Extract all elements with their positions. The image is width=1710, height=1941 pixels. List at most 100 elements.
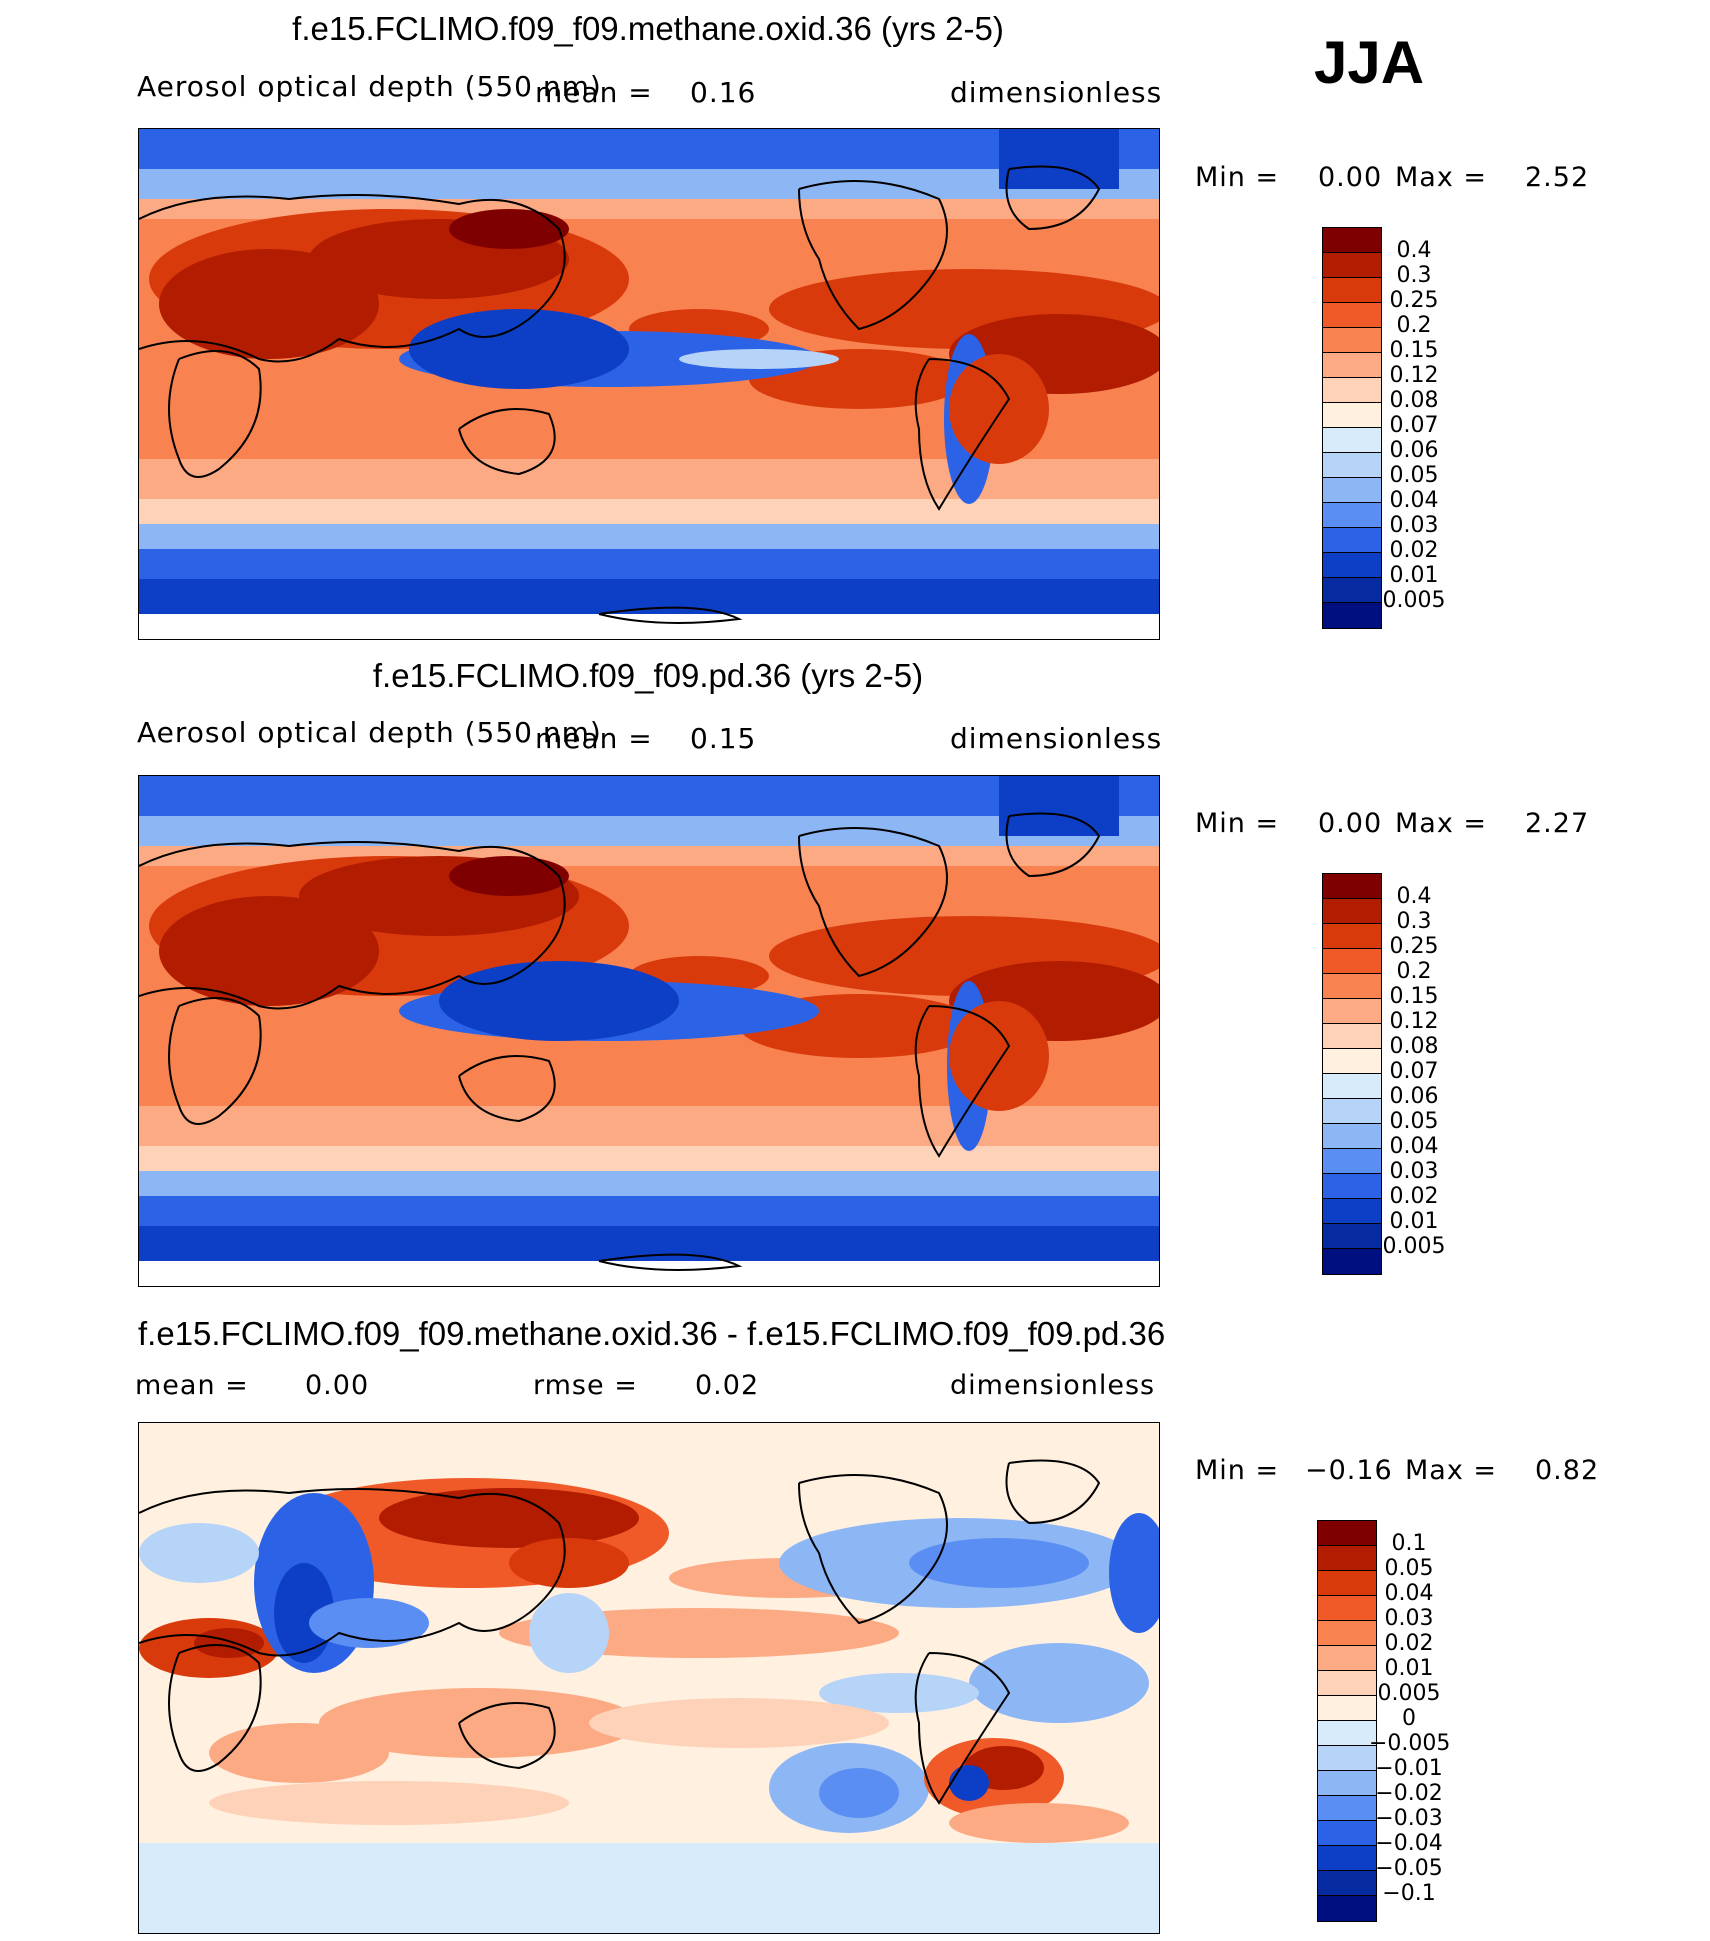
panel1-max-value: 2.52 [1525,162,1590,193]
colorbar-level-label: 0.01 [1389,1209,1439,1234]
panel3-mean-value: 0.00 [305,1370,370,1401]
colorbar-swatch [1323,974,1381,999]
colorbar-level-label: 0.02 [1384,1631,1434,1656]
colorbar-level-label: 0.01 [1384,1656,1434,1681]
panel1-min-value: 0.00 [1318,162,1383,193]
colorbar-swatch [1323,528,1381,553]
colorbar-level-label: 0.15 [1389,984,1439,1009]
colorbar-level-label: 0.12 [1389,1009,1439,1034]
panel2-min-label: Min = [1195,808,1280,839]
panel1-map [138,128,1160,640]
panel2-min-value: 0.00 [1318,808,1383,839]
colorbar-swatch [1323,899,1381,924]
colorbar-level-label: 0.04 [1389,1134,1439,1159]
panel2-units: dimensionless [950,722,1163,755]
colorbar-swatch [1323,1099,1381,1124]
colorbar-level-label: −0.04 [1375,1831,1443,1856]
colorbar-level-label: 0.12 [1389,363,1439,388]
colorbar-level-label: 0.02 [1389,1184,1439,1209]
colorbar-swatch [1318,1596,1376,1621]
colorbar-swatch [1318,1896,1376,1921]
panel3-max-value: 0.82 [1535,1455,1600,1486]
panel1-mean-value: 0.16 [690,76,757,109]
colorbar-swatch [1323,553,1381,578]
colorbar-level-label: 0.2 [1396,959,1432,984]
colorbar-swatch [1323,1249,1381,1274]
panel3-units: dimensionless [950,1370,1156,1401]
colorbar-level-label: 0.1 [1391,1531,1427,1556]
colorbar-swatch [1318,1796,1376,1821]
colorbar-level-label: 0 [1402,1706,1416,1731]
panel3-colorbar [1317,1520,1377,1922]
panel2-mean-value: 0.15 [690,722,757,755]
colorbar-swatch [1323,328,1381,353]
colorbar-level-label: −0.01 [1375,1756,1443,1781]
colorbar-swatch [1323,924,1381,949]
colorbar-level-label: 0.04 [1384,1581,1434,1606]
colorbar-swatch [1323,1049,1381,1074]
colorbar-swatch [1318,1846,1376,1871]
colorbar-swatch [1323,1024,1381,1049]
colorbar-swatch [1323,378,1381,403]
colorbar-level-label: 0.3 [1396,263,1432,288]
colorbar-level-label: 0.4 [1396,884,1432,909]
panel1-units: dimensionless [950,76,1163,109]
panel2-mean-label: mean = [535,722,653,755]
colorbar-level-label: 0.07 [1389,1059,1439,1084]
colorbar-swatch [1323,478,1381,503]
colorbar-swatch [1318,1621,1376,1646]
panel1-colorbar [1322,227,1382,629]
colorbar-level-label: 0.06 [1389,1084,1439,1109]
colorbar-swatch [1323,228,1381,253]
colorbar-level-label: 0.05 [1384,1556,1434,1581]
colorbar-level-label: 0.03 [1389,513,1439,538]
panel2-colorbar [1322,873,1382,1275]
colorbar-swatch [1323,428,1381,453]
colorbar-level-label: 0.25 [1389,934,1439,959]
panel1-variable: Aerosol optical depth (550 nm) [137,70,602,103]
colorbar-level-label: 0.4 [1396,238,1432,263]
colorbar-level-label: 0.04 [1389,488,1439,513]
colorbar-swatch [1323,949,1381,974]
panel3-min-label: Min = [1195,1455,1280,1486]
colorbar-swatch [1318,1571,1376,1596]
colorbar-swatch [1318,1546,1376,1571]
colorbar-level-label: 0.03 [1389,1159,1439,1184]
panel3-mean-label: mean = [135,1370,249,1401]
colorbar-level-label: 0.06 [1389,438,1439,463]
colorbar-level-label: −0.1 [1382,1881,1436,1906]
panel3-rmse-value: 0.02 [695,1370,760,1401]
panel1-min-label: Min = [1195,162,1280,193]
colorbar-swatch [1323,303,1381,328]
colorbar-level-label: 0.03 [1384,1606,1434,1631]
colorbar-swatch [1323,578,1381,603]
colorbar-swatch [1323,1199,1381,1224]
colorbar-level-label: 0.005 [1382,588,1446,613]
panel2-max-value: 2.27 [1525,808,1590,839]
panel3-max-label: Max = [1405,1455,1498,1486]
panel3-rmse-label: rmse = [533,1370,638,1401]
colorbar-swatch [1318,1746,1376,1771]
colorbar-level-label: 0.3 [1396,909,1432,934]
colorbar-level-label: 0.005 [1377,1681,1441,1706]
colorbar-level-label: −0.03 [1375,1806,1443,1831]
colorbar-level-label: 0.08 [1389,388,1439,413]
colorbar-swatch [1323,874,1381,899]
colorbar-swatch [1323,503,1381,528]
panel2-map [138,775,1160,1287]
colorbar-level-label: 0.005 [1382,1234,1446,1259]
colorbar-level-label: 0.15 [1389,338,1439,363]
colorbar-swatch [1323,403,1381,428]
colorbar-swatch [1318,1721,1376,1746]
colorbar-level-label: 0.01 [1389,563,1439,588]
colorbar-level-label: 0.05 [1389,1109,1439,1134]
colorbar-level-label: 0.02 [1389,538,1439,563]
colorbar-level-label: 0.05 [1389,463,1439,488]
colorbar-swatch [1323,278,1381,303]
colorbar-level-label: 0.07 [1389,413,1439,438]
panel2-variable: Aerosol optical depth (550 nm) [137,716,602,749]
panel2-title: f.e15.FCLIMO.f09_f09.pd.36 (yrs 2-5) [372,657,924,694]
colorbar-swatch [1323,999,1381,1024]
colorbar-level-label: −0.05 [1375,1856,1443,1881]
panel1-mean-label: mean = [535,76,653,109]
